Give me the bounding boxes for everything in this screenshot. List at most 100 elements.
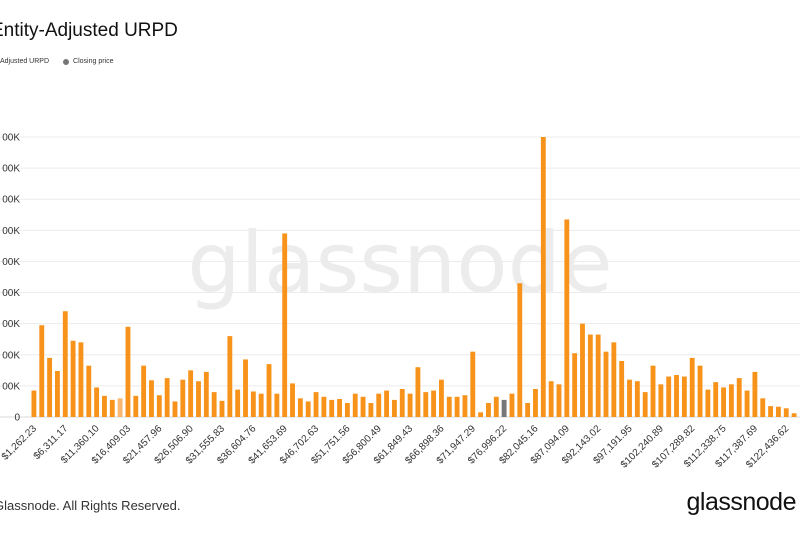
urpd-bar[interactable]: [736, 378, 742, 417]
urpd-bar[interactable]: [642, 392, 648, 417]
urpd-bar[interactable]: [47, 357, 53, 417]
urpd-bar[interactable]: [219, 400, 225, 417]
urpd-bar[interactable]: [125, 326, 131, 417]
urpd-bar[interactable]: [486, 403, 491, 417]
urpd-bar[interactable]: [352, 393, 358, 417]
urpd-bar[interactable]: [407, 393, 413, 417]
urpd-bar[interactable]: [399, 389, 405, 417]
urpd-bar[interactable]: [391, 399, 397, 417]
urpd-bar[interactable]: [305, 401, 311, 417]
urpd-bar[interactable]: [580, 323, 585, 417]
urpd-bar[interactable]: [791, 413, 797, 417]
urpd-bar[interactable]: [572, 353, 578, 417]
urpd-bar[interactable]: [70, 340, 76, 417]
urpd-bar[interactable]: [384, 390, 389, 417]
urpd-bar[interactable]: [533, 389, 538, 417]
urpd-bar[interactable]: [603, 351, 609, 417]
urpd-bar[interactable]: [243, 359, 248, 417]
urpd-bar[interactable]: [227, 336, 233, 417]
urpd-bar[interactable]: [439, 379, 444, 417]
urpd-bar[interactable]: [180, 379, 186, 417]
urpd-bar[interactable]: [156, 395, 162, 417]
urpd-bar[interactable]: [775, 406, 781, 417]
urpd-bar[interactable]: [768, 406, 773, 417]
urpd-bar[interactable]: [627, 379, 632, 417]
urpd-bar[interactable]: [290, 383, 295, 417]
legend-item-closing-price[interactable]: Closing price: [63, 58, 114, 65]
urpd-bar[interactable]: [172, 401, 178, 417]
urpd-bar[interactable]: [587, 334, 593, 417]
urpd-bar[interactable]: [78, 342, 84, 417]
urpd-bar[interactable]: [525, 403, 531, 417]
urpd-bar[interactable]: [431, 390, 437, 417]
urpd-bar[interactable]: [337, 398, 342, 417]
urpd-bar[interactable]: [133, 395, 139, 417]
urpd-bar[interactable]: [188, 370, 194, 417]
urpd-bar[interactable]: [423, 392, 429, 417]
urpd-bar[interactable]: [454, 396, 460, 417]
urpd-bar[interactable]: [360, 396, 366, 417]
legend-item-adjusted-urpd[interactable]: Adjusted URPD: [0, 58, 49, 65]
urpd-bar[interactable]: [86, 365, 92, 417]
urpd-bar[interactable]: [783, 408, 789, 417]
urpd-bar[interactable]: [109, 399, 115, 417]
urpd-bar[interactable]: [250, 391, 256, 417]
urpd-bar[interactable]: [595, 334, 601, 417]
urpd-bar[interactable]: [611, 342, 617, 417]
urpd-bar[interactable]: [721, 387, 726, 417]
urpd-bar[interactable]: [203, 371, 209, 417]
urpd-bar[interactable]: [368, 403, 374, 417]
urpd-bar[interactable]: [321, 396, 327, 417]
urpd-bar[interactable]: [509, 393, 515, 417]
urpd-bar[interactable]: [713, 382, 719, 417]
urpd-bar[interactable]: [196, 381, 201, 417]
urpd-bar[interactable]: [697, 365, 703, 417]
urpd-bar[interactable]: [564, 219, 570, 417]
urpd-bar[interactable]: [94, 387, 100, 417]
urpd-bar[interactable]: [55, 370, 60, 417]
urpd-bar[interactable]: [478, 412, 484, 417]
urpd-bar[interactable]: [141, 365, 147, 417]
urpd-bar[interactable]: [462, 395, 468, 417]
urpd-bar[interactable]: [117, 398, 123, 417]
urpd-bar[interactable]: [705, 389, 711, 417]
urpd-bar[interactable]: [329, 399, 335, 417]
urpd-bar[interactable]: [258, 393, 264, 417]
urpd-bar[interactable]: [266, 364, 272, 417]
urpd-bar[interactable]: [211, 392, 217, 417]
urpd-bar[interactable]: [31, 390, 37, 417]
urpd-bar[interactable]: [235, 389, 241, 417]
urpd-bar[interactable]: [650, 365, 656, 417]
urpd-bar[interactable]: [62, 311, 68, 417]
urpd-bar[interactable]: [517, 283, 523, 417]
urpd-bar[interactable]: [493, 396, 499, 417]
urpd-bar[interactable]: [674, 375, 679, 417]
urpd-bar[interactable]: [752, 371, 758, 417]
urpd-bar[interactable]: [658, 384, 664, 417]
urpd-bar[interactable]: [556, 384, 562, 417]
urpd-bar[interactable]: [415, 367, 421, 417]
urpd-bar[interactable]: [274, 393, 280, 417]
urpd-bar[interactable]: [282, 233, 288, 417]
urpd-bar[interactable]: [470, 351, 476, 417]
urpd-bar[interactable]: [760, 398, 766, 417]
urpd-bar[interactable]: [149, 380, 154, 417]
closing-price-bar[interactable]: [501, 399, 507, 417]
urpd-bar[interactable]: [164, 378, 170, 417]
urpd-bar[interactable]: [548, 381, 554, 417]
urpd-bar[interactable]: [681, 376, 687, 417]
urpd-bar[interactable]: [313, 392, 319, 417]
urpd-bar[interactable]: [728, 384, 734, 417]
urpd-bar[interactable]: [744, 390, 750, 417]
urpd-bar[interactable]: [689, 357, 695, 417]
urpd-bar[interactable]: [634, 381, 640, 417]
urpd-bar[interactable]: [666, 376, 672, 417]
urpd-bar[interactable]: [297, 398, 303, 417]
glassnode-logo[interactable]: glassnode: [686, 488, 797, 516]
urpd-bar[interactable]: [619, 361, 625, 417]
urpd-bar[interactable]: [39, 325, 45, 417]
urpd-bar[interactable]: [540, 137, 546, 417]
urpd-bar[interactable]: [344, 403, 350, 417]
urpd-bar[interactable]: [376, 393, 382, 417]
urpd-bar[interactable]: [446, 396, 452, 417]
